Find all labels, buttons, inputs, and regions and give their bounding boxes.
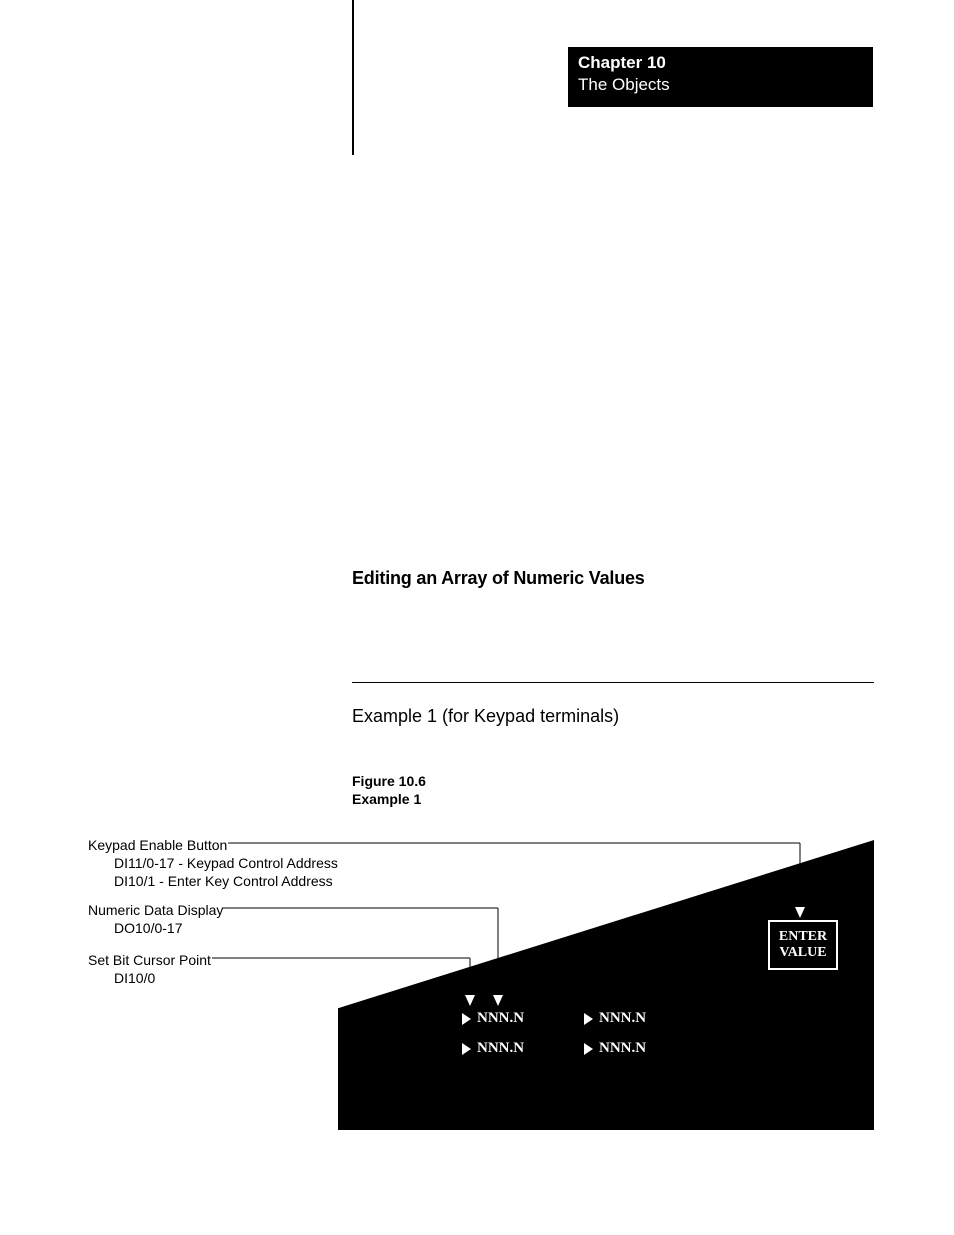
enter-button-line1: ENTER <box>770 929 836 945</box>
cursor-icon <box>462 1043 471 1055</box>
example-heading: Example 1 (for Keypad terminals) <box>352 706 619 727</box>
header-vertical-rule <box>352 0 354 155</box>
value-cell: NNN.N <box>584 1010 646 1027</box>
annotation-numeric-display: Numeric Data Display DO10/0-17 <box>88 901 223 937</box>
value-cell: NNN.N <box>462 1010 524 1027</box>
figure-number: Figure 10.6 <box>352 773 426 791</box>
annotation-sub: DI10/0 <box>88 969 211 987</box>
cursor-icon <box>584 1013 593 1025</box>
section-title: Editing an Array of Numeric Values <box>352 568 645 589</box>
enter-value-button[interactable]: ENTER VALUE <box>768 920 838 970</box>
annotation-sub: DI10/1 - Enter Key Control Address <box>88 872 338 890</box>
cursor-icon <box>462 1013 471 1025</box>
figure-caption: Example 1 <box>352 791 426 809</box>
cursor-icon <box>584 1043 593 1055</box>
value-cell: NNN.N <box>462 1040 524 1057</box>
value-text: NNN.N <box>477 1010 524 1027</box>
value-text: NNN.N <box>477 1040 524 1057</box>
annotation-set-bit: Set Bit Cursor Point DI10/0 <box>88 951 211 987</box>
section-rule <box>352 682 874 683</box>
chapter-number: Chapter 10 <box>578 53 863 73</box>
value-cell: NNN.N <box>584 1040 646 1057</box>
chapter-header: Chapter 10 The Objects <box>568 47 873 107</box>
value-text: NNN.N <box>599 1010 646 1027</box>
figure-label: Figure 10.6 Example 1 <box>352 773 426 808</box>
chapter-title: The Objects <box>578 75 863 95</box>
annotation-label: Set Bit Cursor Point <box>88 951 211 969</box>
enter-button-line2: VALUE <box>770 945 836 961</box>
annotation-keypad-enable: Keypad Enable Button DI11/0-17 - Keypad … <box>88 836 338 891</box>
terminal-screen <box>338 840 874 1130</box>
annotation-sub: DI11/0-17 - Keypad Control Address <box>88 854 338 872</box>
annotation-label: Numeric Data Display <box>88 901 223 919</box>
value-text: NNN.N <box>599 1040 646 1057</box>
annotation-label: Keypad Enable Button <box>88 836 338 854</box>
annotation-sub: DO10/0-17 <box>88 919 223 937</box>
